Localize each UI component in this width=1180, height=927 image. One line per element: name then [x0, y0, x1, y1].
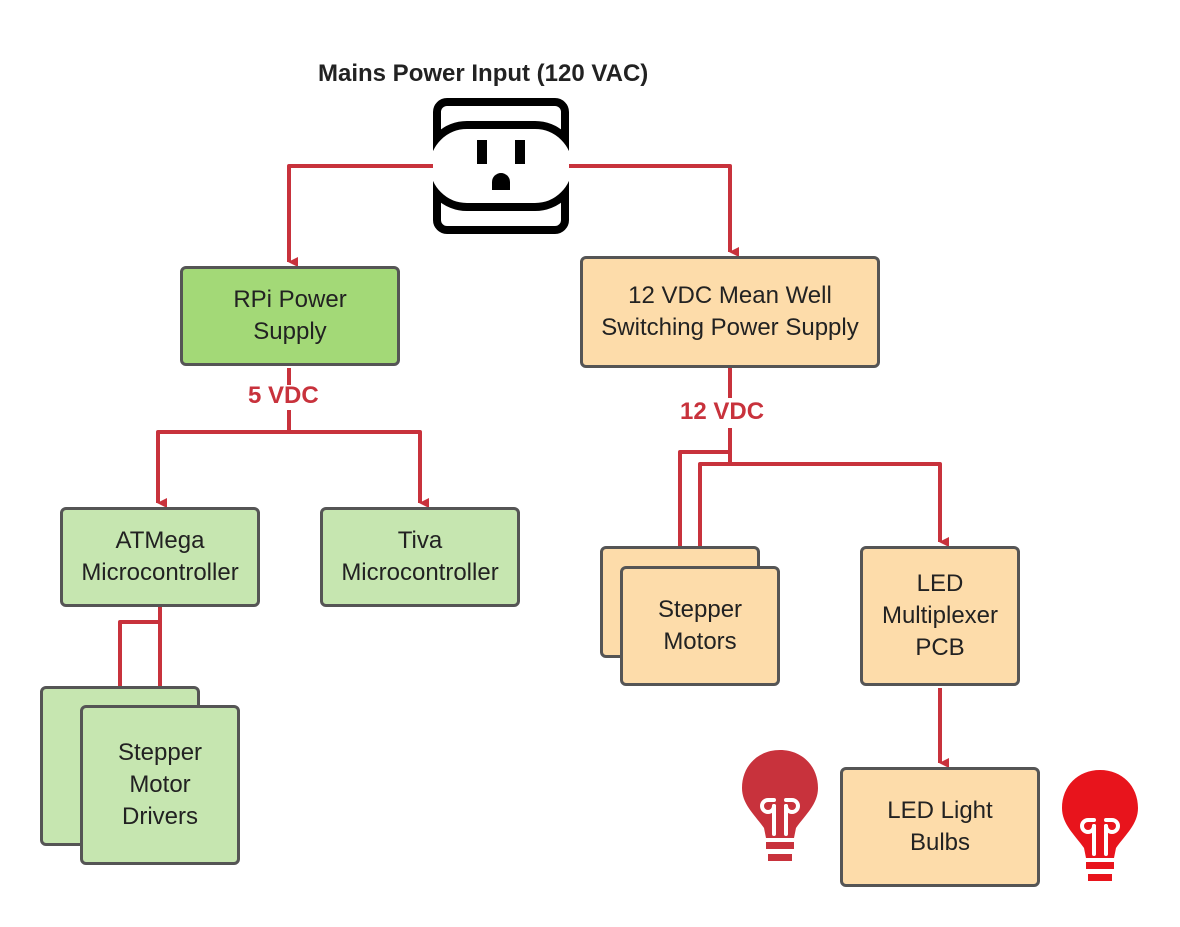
wire-atmega-drivers-back: [118, 606, 162, 686]
voltage-label-12v: 12 VDC: [680, 398, 765, 425]
wire-rpi-tiva: [289, 430, 429, 508]
wire-outlet-meanwell: [565, 164, 739, 257]
rpi-power-supply: RPi Power Supply: [180, 266, 400, 366]
voltage-label-5v: 5 VDC: [248, 382, 319, 409]
diagram-title: Mains Power Input (120 VAC): [318, 60, 649, 87]
led-light-bulbs: LED Light Bulbs: [840, 767, 1040, 887]
mean-well-power-supply: 12 VDC Mean Well Switching Power Supply: [580, 256, 880, 368]
wire-outlet-rpi: [287, 164, 435, 267]
stepper-motor-drivers: Stepper Motor Drivers: [80, 705, 240, 865]
wire-12v-motors-back: [678, 450, 730, 546]
wire-rpi-down: [156, 410, 291, 508]
outlet-icon: [433, 98, 569, 234]
atmega-microcontroller: ATMega Microcontroller: [60, 507, 260, 607]
stepper-motors: Stepper Motors: [620, 566, 780, 686]
wire-12v-motors: [698, 462, 730, 569]
tiva-microcontroller: Tiva Microcontroller: [320, 507, 520, 607]
lightbulb-icon: [742, 750, 818, 861]
lightbulb-icon: [1062, 770, 1138, 881]
wire-12v-led: [730, 462, 949, 547]
led-multiplexer-pcb: LED Multiplexer PCB: [860, 546, 1020, 686]
